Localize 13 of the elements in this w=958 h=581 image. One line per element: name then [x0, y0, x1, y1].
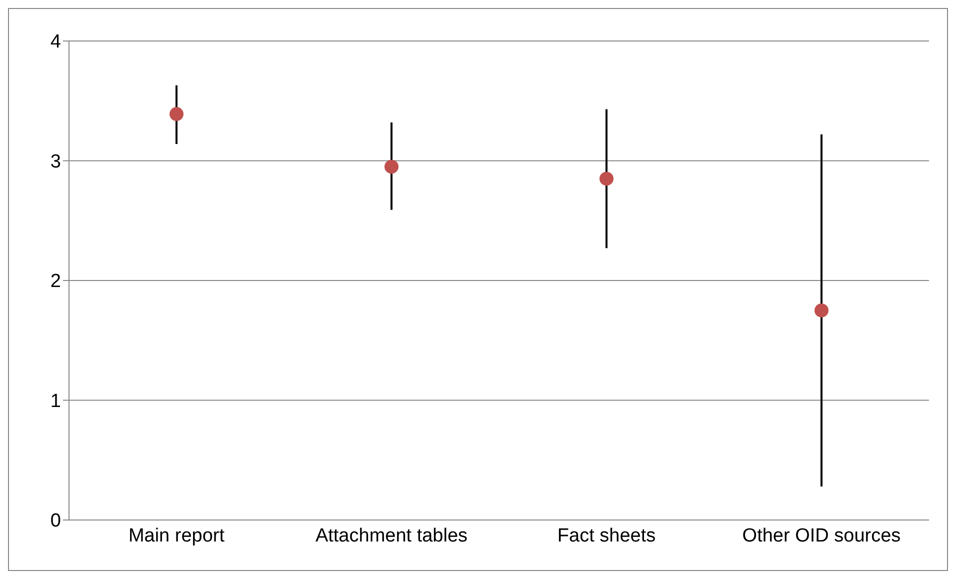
y-tick-label: 1	[50, 390, 61, 412]
point	[814, 303, 828, 318]
y-tick-label: 4	[50, 32, 62, 53]
point	[170, 107, 184, 122]
point	[384, 160, 398, 174]
y-tick-label: 0	[50, 510, 61, 532]
point	[600, 172, 614, 186]
y-tick-label: 3	[50, 151, 61, 172]
y-tick-label: 2	[50, 271, 61, 292]
x-tick-label: Attachment tables	[315, 525, 468, 546]
x-tick-label: Main report	[128, 525, 226, 546]
x-tick-label: Fact sheets	[557, 525, 656, 546]
x-tick-label: Other OID sources	[742, 525, 901, 546]
